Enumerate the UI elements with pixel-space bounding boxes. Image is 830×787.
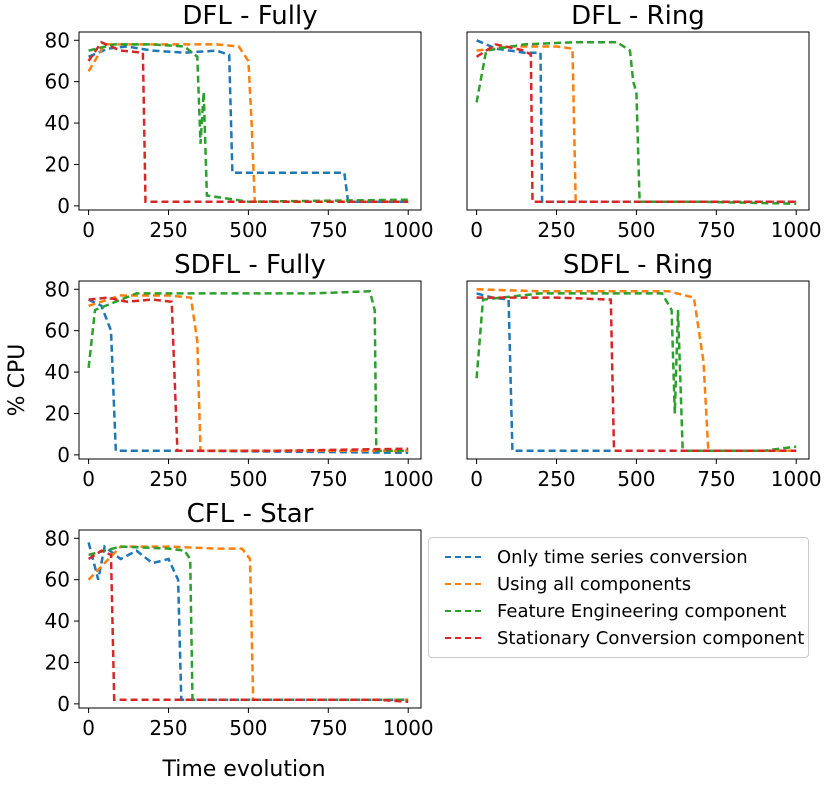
series-line: [87, 40, 409, 203]
chart-title: DFL - Ring: [571, 1, 705, 31]
plot-frame: [78, 529, 422, 709]
series-line: [476, 45, 797, 203]
x-tick-label: 0: [82, 716, 95, 740]
x-tick-label: 1000: [383, 716, 434, 740]
x-tick-label: 0: [470, 467, 483, 491]
plot-frame: [466, 280, 810, 460]
x-tick-label: 0: [82, 467, 95, 491]
series-line: [88, 43, 409, 203]
x-tick-label: 250: [537, 467, 575, 491]
chart-panel: SDFL - Ring 0 250 500 750 1000: [466, 250, 822, 491]
series-line: [88, 298, 409, 455]
legend-label: Stationary Conversion component: [497, 627, 805, 649]
x-tick-label: 250: [149, 716, 187, 740]
y-tick-label: 60: [45, 319, 70, 343]
series-line: [475, 43, 797, 203]
y-tick-label: 0: [57, 443, 70, 467]
x-tick-label: 500: [617, 467, 655, 491]
legend-item: Feature Engineering component: [429, 600, 786, 622]
x-tick-label: 750: [697, 467, 735, 491]
y-tick-label: 80: [45, 526, 70, 550]
plot-frame: [78, 31, 422, 211]
x-tick-label: 1000: [771, 218, 822, 242]
chart-title: SDFL - Ring: [563, 250, 713, 280]
y-tick-label: 80: [45, 277, 70, 301]
y-tick-label: 0: [57, 692, 70, 716]
plot-frame: [466, 31, 810, 211]
y-tick-label: 40: [45, 360, 70, 384]
y-tick-label: 20: [45, 650, 70, 674]
x-axis-label: Time evolution: [161, 757, 325, 782]
legend-swatch: [445, 610, 481, 612]
legend-label: Using all components: [497, 573, 692, 595]
legend-item: Using all components: [429, 573, 691, 595]
series-line: [88, 294, 409, 452]
series-line: [87, 549, 409, 704]
legend-item: Stationary Conversion component: [429, 627, 804, 649]
x-tick-label: 0: [470, 218, 483, 242]
y-tick-label: 60: [45, 568, 70, 592]
series-line: [476, 296, 797, 452]
y-axis-label: % CPU: [5, 344, 30, 417]
series-line: [87, 290, 409, 452]
legend-label: Feature Engineering component: [497, 600, 787, 622]
series-line: [88, 545, 409, 701]
x-tick-label: 500: [229, 467, 267, 491]
x-tick-label: 750: [697, 218, 735, 242]
series-line: [87, 43, 409, 203]
legend: Only time series conversion Using all co…: [428, 537, 809, 658]
x-tick-label: 500: [617, 218, 655, 242]
x-tick-label: 1000: [771, 467, 822, 491]
x-tick-label: 250: [149, 218, 187, 242]
x-tick-label: 250: [149, 467, 187, 491]
legend-label: Only time series conversion: [497, 546, 748, 568]
legend-swatch: [445, 556, 481, 558]
y-tick-label: 80: [45, 28, 70, 52]
legend-item: Only time series conversion: [429, 546, 748, 568]
y-tick-label: 60: [45, 70, 70, 94]
series-line: [476, 292, 797, 452]
y-tick-label: 20: [45, 152, 70, 176]
chart-title: DFL - Fully: [182, 1, 317, 31]
x-tick-label: 500: [229, 218, 267, 242]
x-tick-label: 750: [309, 716, 347, 740]
x-tick-label: 1000: [383, 218, 434, 242]
x-tick-label: 500: [229, 716, 267, 740]
chart-panel: DFL - Fully 0 250 500 750 1000 0 20 40 60 80: [45, 1, 434, 242]
series-line: [475, 292, 797, 452]
chart-panel: CFL - Star 0 250 500 750 1000 0 20 40 60 80: [45, 499, 434, 740]
series-line: [88, 296, 409, 452]
series-line: [87, 545, 409, 701]
legend-swatch: [445, 637, 481, 639]
series-line: [476, 288, 797, 452]
legend-swatch: [445, 583, 481, 585]
x-tick-label: 1000: [383, 467, 434, 491]
series-line: [87, 542, 409, 701]
x-tick-label: 750: [309, 467, 347, 491]
chart-panel: SDFL - Fully 0 250 500 750 1000 0 20 40 60 80: [45, 250, 434, 491]
x-tick-label: 250: [537, 218, 575, 242]
y-tick-label: 40: [45, 111, 70, 135]
chart-title: SDFL - Fully: [174, 250, 326, 280]
x-tick-label: 0: [82, 218, 95, 242]
plot-frame: [78, 280, 422, 460]
x-tick-label: 750: [309, 218, 347, 242]
y-tick-label: 20: [45, 401, 70, 425]
series-line: [475, 41, 797, 206]
chart-panel: DFL - Ring 0 250 500 750 1000: [466, 1, 822, 242]
y-tick-label: 40: [45, 609, 70, 633]
chart-title: CFL - Star: [187, 499, 314, 529]
y-tick-label: 0: [57, 194, 70, 218]
